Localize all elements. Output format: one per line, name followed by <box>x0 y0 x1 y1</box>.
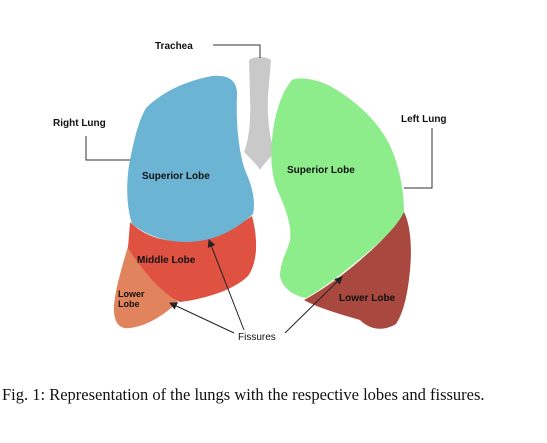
trachea-label: Trachea <box>155 41 193 52</box>
left-lung-leader <box>404 128 433 189</box>
left-superior-lobe-label: Superior Lobe <box>287 165 355 176</box>
right-lower-lobe-label-line2: Lobe <box>118 299 140 309</box>
right-middle-lobe <box>128 216 257 302</box>
fissure-arrow-right-upper <box>207 239 245 331</box>
right-superior-lobe-label: Superior Lobe <box>142 171 210 182</box>
fissure-arrow-right-lower <box>169 302 235 334</box>
figure-caption: Fig. 1: Representation of the lungs with… <box>2 385 485 404</box>
right-lower-lobe-label-line1: Lower <box>118 289 145 299</box>
left-superior-lobe <box>271 78 404 298</box>
right-lower-lobe <box>113 240 178 329</box>
right-lung-leader <box>85 136 130 161</box>
trachea-shape <box>244 57 275 170</box>
trachea-leader <box>213 44 261 58</box>
right-lung-label: Right Lung <box>53 118 106 129</box>
fissures-label: Fissures <box>238 332 276 343</box>
left-lower-lobe <box>304 212 411 329</box>
left-lung-label: Left Lung <box>401 114 447 125</box>
right-superior-lobe <box>127 75 255 243</box>
right-middle-lobe-label: Middle Lobe <box>137 255 196 266</box>
left-lower-lobe-label: Lower Lobe <box>339 293 396 304</box>
fissure-arrow-left <box>284 276 343 334</box>
